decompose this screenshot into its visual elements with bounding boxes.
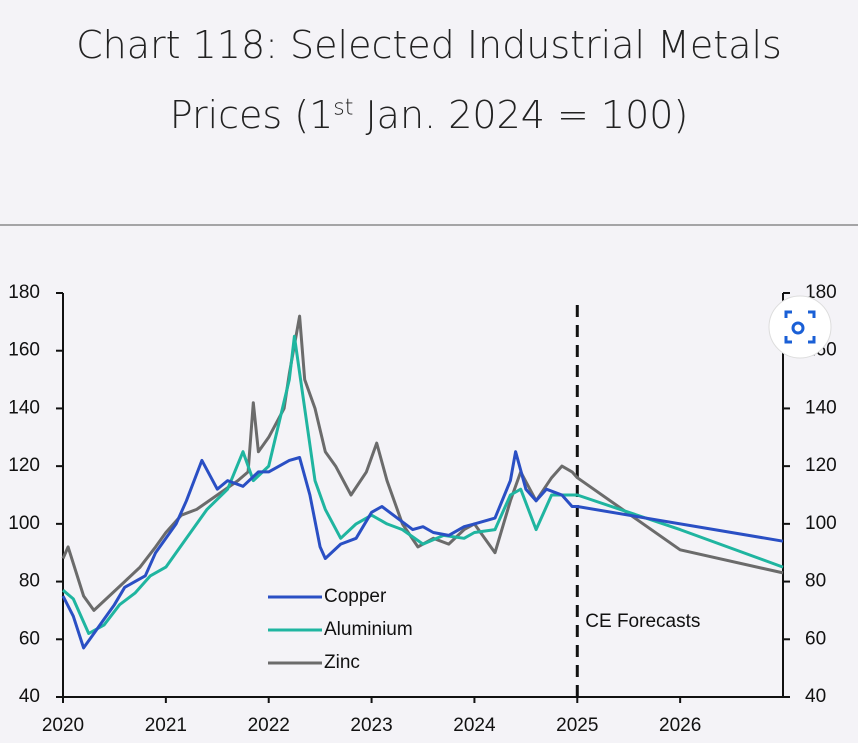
series-line — [62, 334, 784, 635]
legend-label: Zinc — [324, 652, 360, 673]
series-line — [61, 314, 784, 612]
series-line — [61, 450, 784, 650]
title-line: Chart 118: Selected Industrial Metals — [76, 23, 782, 67]
y-tick-label: 140 — [8, 397, 40, 418]
x-tick-label: 2022 — [248, 715, 290, 736]
x-tick-label: 2026 — [659, 715, 701, 736]
y-tick-label: 80 — [19, 571, 40, 592]
x-tick-label: 2020 — [42, 715, 84, 736]
y2-tick-label: 40 — [805, 686, 826, 707]
title-part: Jan. 2024 = 100) — [353, 93, 689, 137]
y2-tick-label: 180 — [805, 282, 837, 303]
y-tick-label: 180 — [8, 282, 40, 303]
y2-tick-label: 140 — [805, 397, 837, 418]
y2-tick-label: 100 — [805, 513, 837, 534]
y2-tick-label: 120 — [805, 455, 837, 476]
y-tick-label: 100 — [8, 513, 40, 534]
y-tick-label: 40 — [19, 686, 40, 707]
x-tick-label: 2023 — [350, 715, 392, 736]
x-tick-label: 2021 — [145, 715, 187, 736]
y2-tick-label: 160 — [805, 340, 837, 361]
x-tick-label: 2024 — [453, 715, 496, 736]
y2-tick-label: 80 — [805, 571, 826, 592]
chart-title: Chart 118: Selected Industrial Metals Pr… — [0, 10, 858, 150]
y-tick-label: 60 — [19, 628, 40, 649]
y-tick-label: 160 — [8, 340, 40, 361]
annotation: CE Forecasts — [585, 611, 700, 632]
legend-label: Aluminium — [324, 619, 413, 640]
y2-tick-label: 60 — [805, 628, 826, 649]
title-line: Prices (1st Jan. 2024 = 100) — [0, 80, 858, 150]
title-superscript: st — [333, 95, 354, 121]
x-tick-label: 2025 — [556, 715, 598, 736]
legend-label: Copper — [324, 586, 387, 607]
y-tick-label: 120 — [8, 455, 40, 476]
title-part: Prices (1 — [169, 93, 334, 137]
